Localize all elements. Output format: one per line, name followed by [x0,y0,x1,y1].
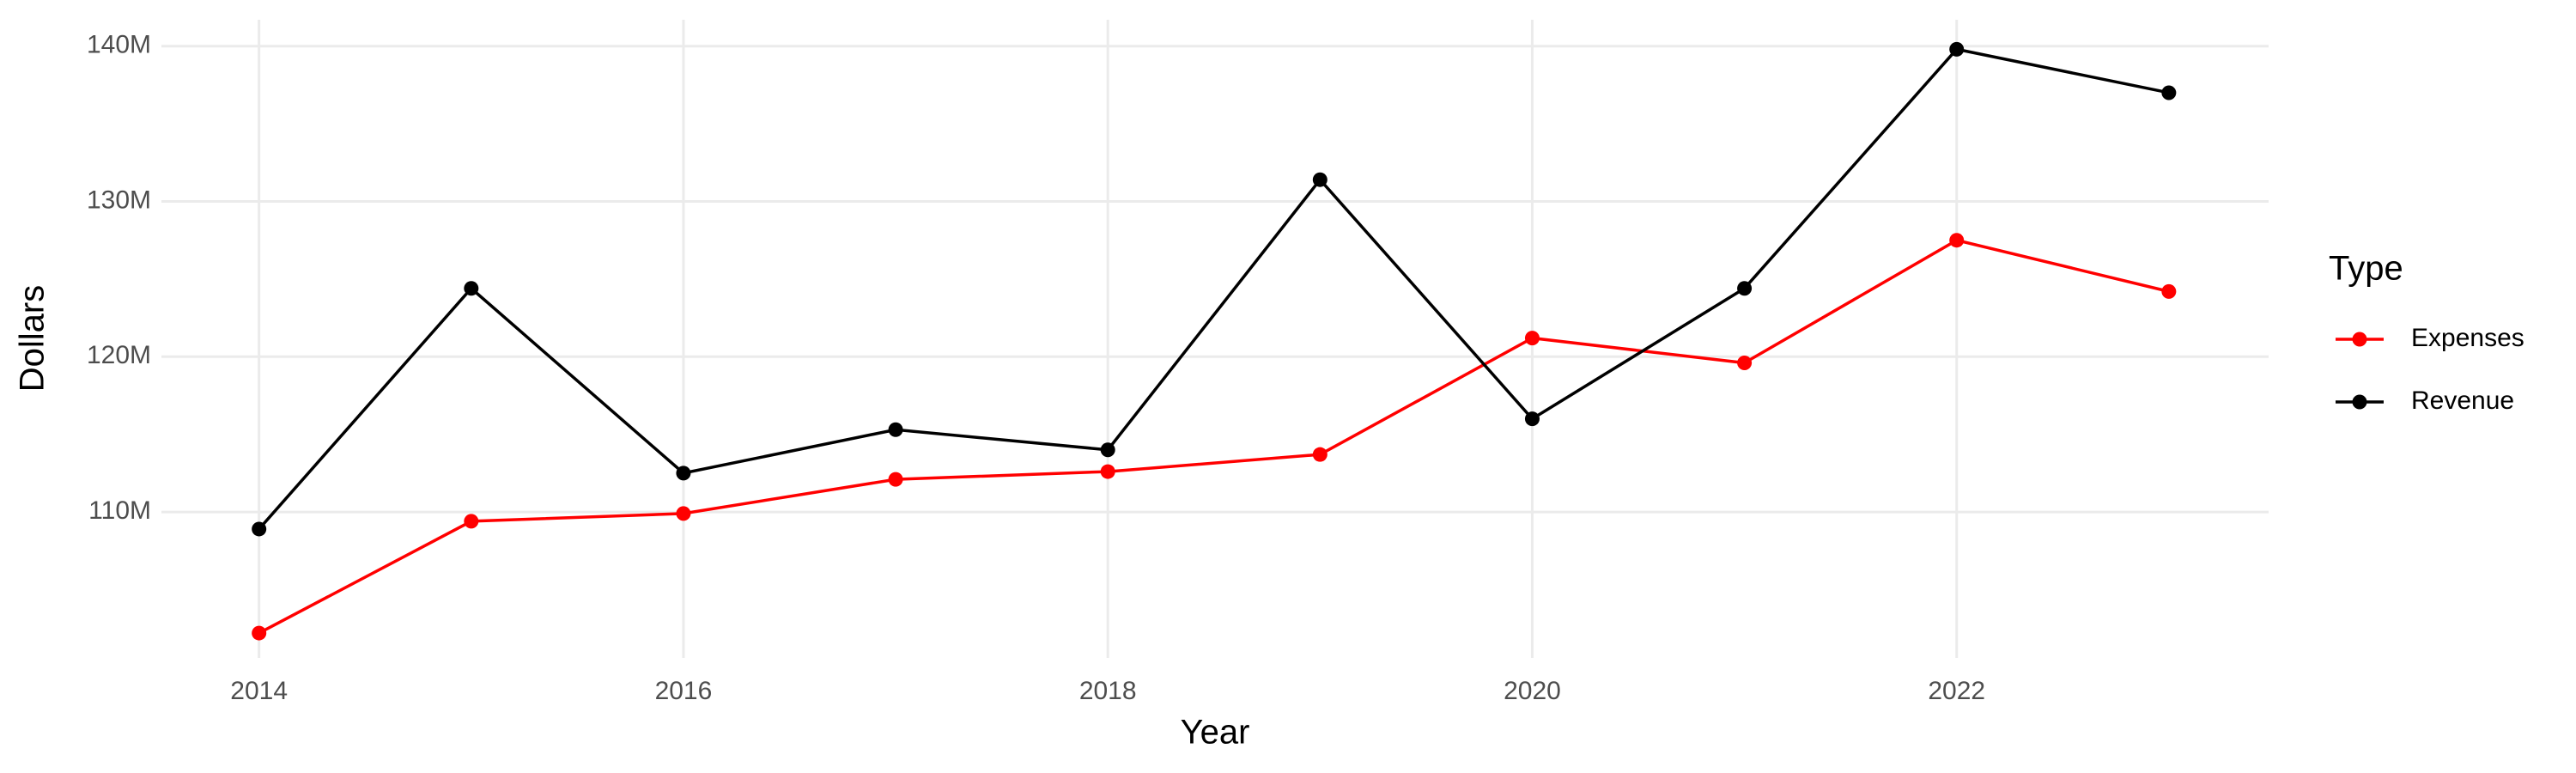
data-point [1312,447,1327,462]
data-point [1949,41,1965,57]
legend-label: Expenses [2411,324,2524,352]
x-axis-title: Year [1181,714,1250,752]
data-point [2161,85,2177,100]
y-tick-label: 140M [87,31,151,59]
data-point [252,625,267,641]
data-point [888,472,903,487]
data-point [676,466,691,481]
data-point [888,422,903,437]
data-point [1524,331,1540,346]
legend-title: Type [2329,250,2403,288]
data-point [2161,283,2177,299]
legend-label: Revenue [2411,386,2514,415]
data-point [464,281,479,296]
series-line [258,238,2170,635]
y-tick-label: 120M [87,341,151,369]
data-point [464,514,479,529]
data-point [1524,411,1540,427]
legend-marker [2352,394,2367,410]
data-point [1949,233,1965,248]
x-tick-label: 2016 [655,677,713,705]
data-point [1737,281,1753,296]
data-point [1312,172,1327,187]
data-point [252,521,267,537]
x-tick-label: 2014 [230,677,288,705]
data-point [1100,442,1115,458]
legend-marker [2352,332,2367,347]
x-tick-label: 2020 [1504,677,1561,705]
data-point [1737,356,1753,371]
x-tick-label: 2018 [1079,677,1137,705]
x-tick-label: 2022 [1928,677,1985,705]
series-line [258,47,2170,531]
data-point [676,506,691,521]
data-point [1100,464,1115,479]
y-tick-label: 110M [88,496,151,525]
y-tick-label: 130M [87,186,151,214]
y-axis-title: Dollars [14,285,52,392]
